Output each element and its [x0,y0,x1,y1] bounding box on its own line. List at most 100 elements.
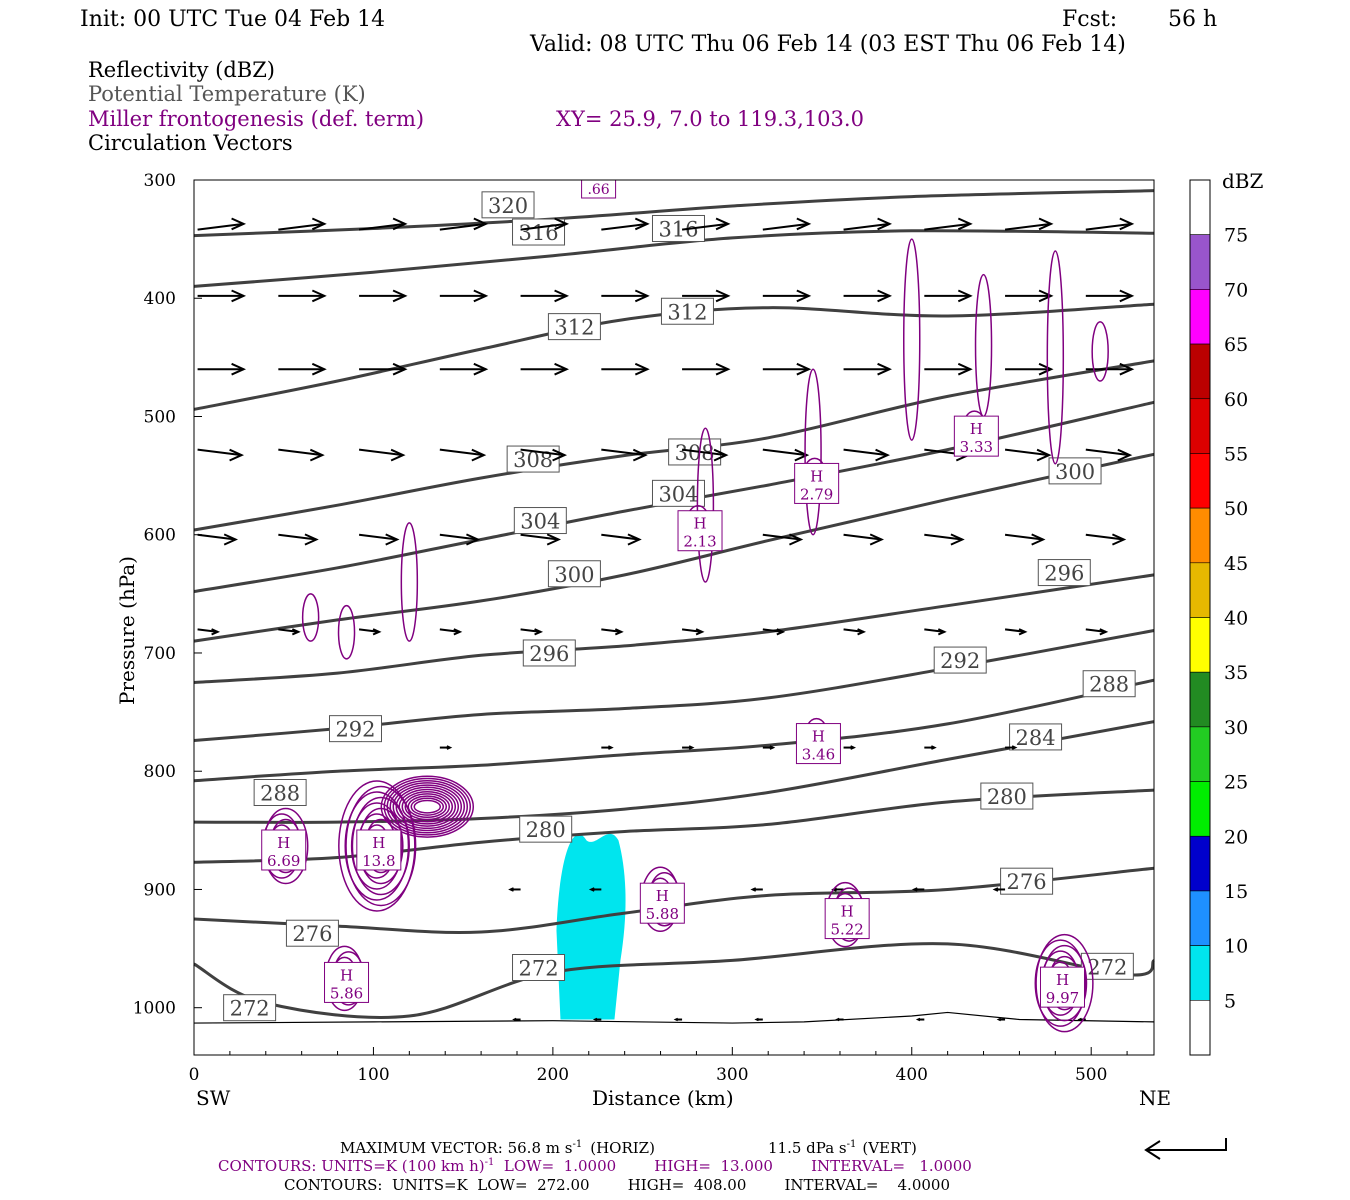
circulation-vector-head [554,217,570,231]
circulation-vector-head [877,362,893,376]
circulation-vector-head [877,217,893,231]
theta-contour-316 [193,229,1155,288]
reflectivity-echo [556,833,626,1020]
frontogenesis-contour [351,796,410,896]
frontogenesis-max-symbol: H [841,903,854,921]
theta-contour-288 [193,678,1155,783]
colorbar-title: dBZ [1222,169,1264,193]
circulation-vector-head [950,533,965,546]
circulation-vector-head [1038,289,1054,303]
circulation-vector-head [552,448,568,462]
circulation-vector-head [229,448,245,462]
theta-label-292: 292 [940,649,980,673]
frontogenesis-max-value: 5.86 [330,984,363,1002]
frontogenesis-contour [338,780,416,912]
theta-label-box [512,218,566,246]
y-tick-label: 900 [144,880,176,900]
circulation-vector-head [392,217,408,231]
frontogenesis-contour [401,790,454,823]
colorbar-level: 25 [1224,772,1248,794]
circulation-vector [439,222,486,231]
frontogenesis-contour [1091,321,1109,382]
y-tick-label: 300 [144,171,176,191]
circulation-vector-head [715,217,731,231]
frontogenesis-contour [1034,939,1087,1027]
theta-label-box [547,313,601,341]
frontogenesis-max-value: 3.46 [802,746,835,764]
xy-range: XY= 25.9, 7.0 to 119.3,103.0 [556,107,864,131]
circulation-vector [601,533,640,541]
circulation-vector-head [473,217,489,231]
colorbar-level: 65 [1224,334,1248,356]
theta-label-276: 276 [292,922,332,946]
x-axis-label: Distance (km) [592,1086,734,1110]
frontogenesis-max-symbol: H [970,420,983,438]
circulation-vector-head [588,887,595,892]
circulation-vector-head [915,1017,921,1022]
circulation-vector-head [875,448,891,462]
field-frontogenesis: Miller frontogenesis (def. term) [88,107,424,131]
circulation-vector-head [776,628,786,636]
theta-label-292: 292 [335,718,375,742]
circulation-vector-head [1011,745,1018,750]
circulation-vector [197,448,242,457]
circulation-vector [1085,448,1130,457]
theta-label-312: 312 [667,300,707,324]
theta-label-box [1000,867,1054,895]
theta-label-296: 296 [529,642,569,666]
theta-label-316: 316 [518,221,558,245]
circulation-vector [1085,533,1124,541]
circulation-vector-head [632,448,648,462]
circulation-vector-head [713,448,729,462]
colorbar-swatch [1189,343,1211,400]
circulation-vector-head [614,628,624,636]
theta-label-box [1048,457,1102,485]
theta-contour-312 [193,302,1155,411]
frontogenesis-contour [1046,250,1065,465]
circulation-vector-head [634,217,650,231]
frontogenesis-max-symbol: H [1056,971,1069,989]
theta-label-276: 276 [1007,870,1047,894]
frontogenesis-contour [380,775,475,838]
circulation-vector [1004,533,1044,541]
circulation-vector-head [554,289,570,303]
circulation-vector [197,533,236,541]
frontogenesis-contour [974,273,993,418]
colorbar-swatch [1189,507,1211,564]
circulation-vector-head [930,745,937,750]
circulation-vector [358,533,398,541]
reference-vector-arrow [1144,1138,1227,1160]
field-reflectivity: Reflectivity (dBZ) [88,58,275,82]
circulation-vector-head [392,289,408,303]
theta-label-box [1080,952,1134,980]
circulation-vector-head [715,289,731,303]
y-tick-label: 700 [144,644,176,664]
theta-label-box [253,779,307,806]
frontogenesis-max-symbol: H [812,728,825,746]
x-tick-label: 500 [1075,1065,1107,1085]
colorbar-swatch [1189,234,1211,290]
circulation-vector [924,222,971,231]
circulation-vector [1004,448,1050,457]
x-tick-label: 200 [537,1065,569,1085]
frontogenesis-max-symbol: H [372,834,385,852]
colorbar: 75 70 65 60 55 50 45 40 35 30 25 20 15 10 5 [1189,179,1248,1056]
frontogenesis-contour [386,779,469,834]
colorbar-swatch [1189,945,1211,1001]
frontogenesis-contour [696,427,715,583]
theta-label-box [933,646,987,674]
theta-label-300: 300 [1055,460,1095,484]
circulation-vector-head [750,887,757,892]
circulation-vector-head [508,887,514,892]
circulation-vector-head [715,362,731,376]
frontogenesis-contour [398,788,457,825]
circulation-vector [681,448,727,457]
x-tick-label: 400 [896,1065,928,1085]
theta-contour-296 [193,573,1155,684]
theta-label-272: 272 [230,997,270,1021]
circulation-vector-head [695,628,705,636]
theta-label-box [481,191,535,219]
circulation-vector-head [592,1017,598,1022]
